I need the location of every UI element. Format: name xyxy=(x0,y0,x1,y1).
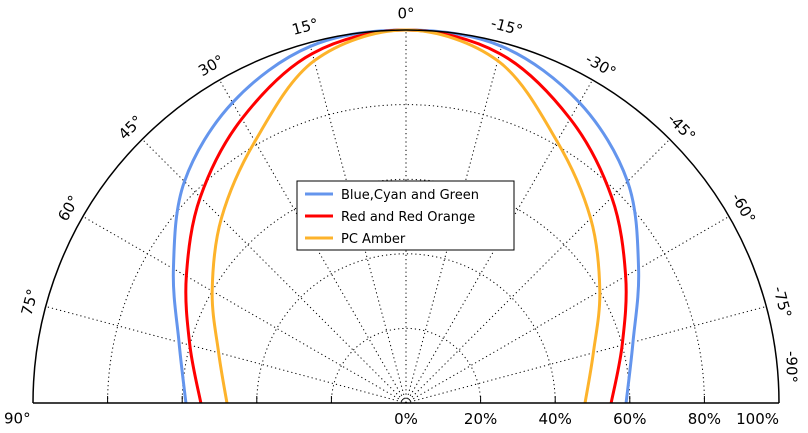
theta-gridline xyxy=(308,42,407,404)
theta-gridline xyxy=(82,216,407,404)
legend-box xyxy=(296,180,515,251)
r-gridline xyxy=(330,327,482,404)
theta-gridline xyxy=(405,305,767,404)
theta-gridline xyxy=(405,42,504,404)
theta-tick-label: -90° xyxy=(783,351,801,383)
legend-label-2: Red and Red Orange xyxy=(341,210,475,225)
theta-tick-label: 60° xyxy=(54,192,83,224)
theta-tick-label: 0° xyxy=(397,5,414,23)
grid-layer xyxy=(45,30,767,404)
theta-tick-label: -75° xyxy=(769,284,795,320)
r-tick-label: 0% xyxy=(394,410,418,428)
theta-gridline xyxy=(405,79,593,404)
legend-label-1: Blue,Cyan and Green xyxy=(341,188,479,203)
r-tick-label: 60% xyxy=(613,410,646,428)
theta-gridline xyxy=(219,79,407,404)
r-tick-label: 80% xyxy=(688,410,721,428)
theta-gridline xyxy=(45,305,407,404)
frame-layer xyxy=(32,29,780,404)
theta-tick-label: 90° xyxy=(4,410,31,428)
theta-tick-label: -45° xyxy=(664,110,699,145)
r-tick-label: 40% xyxy=(539,410,572,428)
legend: Blue,Cyan and Green Red and Red Orange PC … xyxy=(296,180,515,251)
theta-tick-label: 15° xyxy=(290,15,320,39)
r-tick-label: 100% xyxy=(736,410,779,428)
theta-gridline xyxy=(405,138,671,404)
theta-tick-label: 45° xyxy=(115,112,147,144)
outer-arc xyxy=(32,29,780,404)
legend-label-3: PC Amber xyxy=(341,232,406,247)
r-gridline xyxy=(107,104,705,404)
theta-gridline xyxy=(405,216,730,404)
r-tick-label: 20% xyxy=(464,410,497,428)
theta-tick-label: -15° xyxy=(489,14,525,40)
r-gridline xyxy=(256,253,556,404)
theta-gridline xyxy=(141,138,407,404)
theta-tick-label: 75° xyxy=(18,287,42,317)
theta-tick-label: 30° xyxy=(195,51,227,80)
